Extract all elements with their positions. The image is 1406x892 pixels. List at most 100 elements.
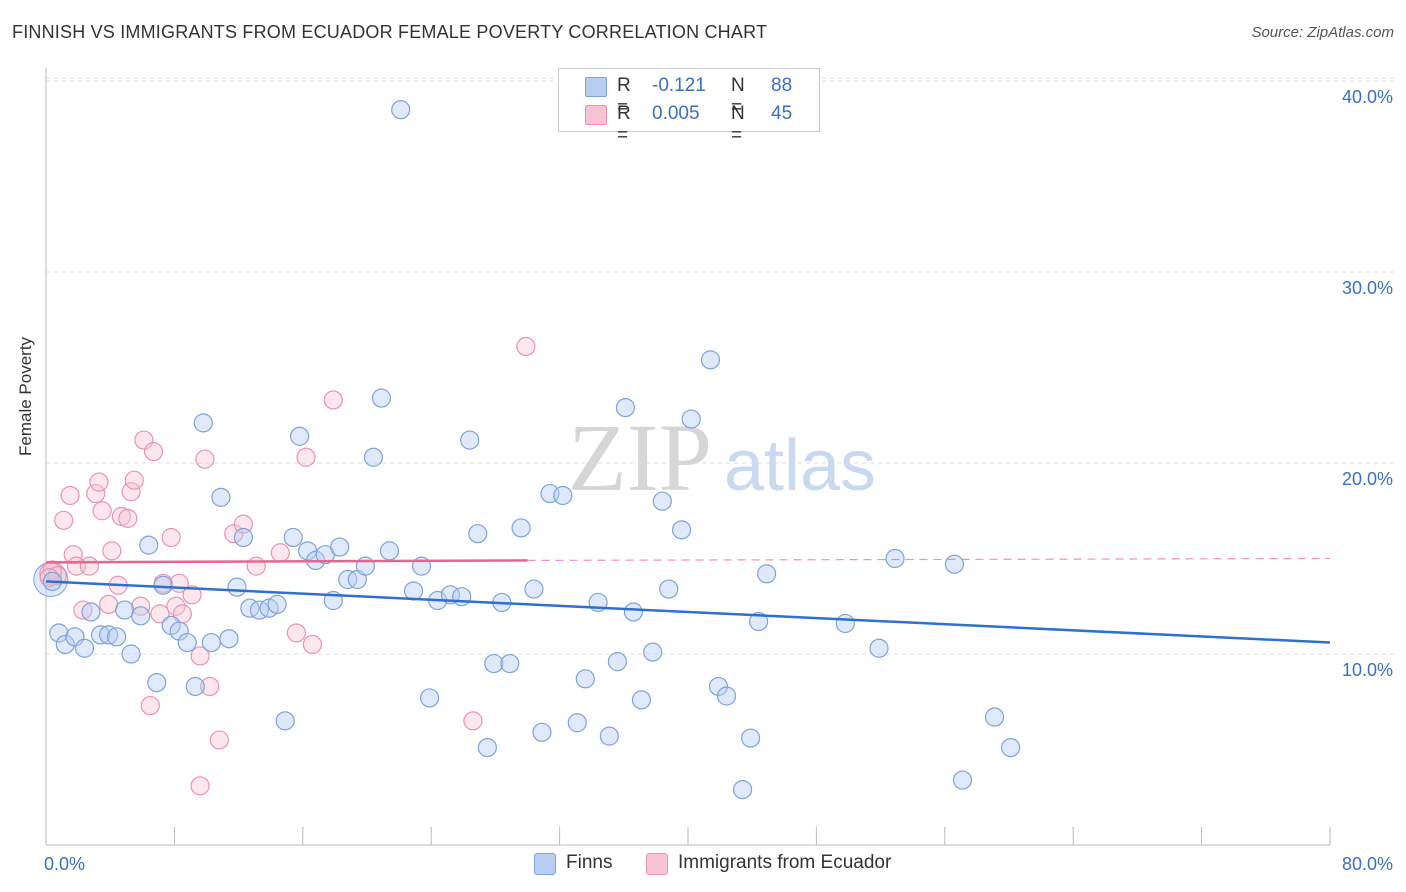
finns-point: [338, 569, 358, 590]
ecuador-point: [200, 676, 220, 697]
ecuador-point: [86, 483, 106, 504]
ecuador-point: [102, 541, 122, 561]
finns-point: [477, 737, 497, 758]
n-value: 88: [771, 75, 793, 96]
finns-point: [869, 638, 889, 658]
finns-point: [732, 780, 753, 800]
finns-point: [363, 447, 384, 467]
ecuador-point: [73, 600, 93, 620]
ecuador-point: [516, 336, 536, 357]
finns-point: [984, 707, 1005, 727]
finns-point: [631, 690, 652, 710]
finns-point: [575, 669, 595, 689]
n-label: N =: [731, 103, 745, 146]
finns-point: [599, 726, 619, 746]
finns-point: [139, 535, 159, 555]
finns-point: [201, 632, 221, 653]
finns-point: [147, 673, 167, 693]
finns-point: [623, 602, 644, 622]
finns-point: [55, 634, 75, 655]
finns-swatch: [534, 853, 556, 875]
finns-point: [330, 537, 350, 557]
x-tick-label: 80.0%: [1342, 854, 1393, 874]
finns-point: [460, 430, 480, 450]
finns-point: [98, 625, 119, 645]
finns-point: [249, 600, 270, 620]
chart-title: FINNISH VS IMMIGRANTS FROM ECUADOR FEMAL…: [12, 22, 768, 42]
ecuador-point: [166, 596, 186, 616]
finns-point: [131, 606, 151, 626]
finns-point: [403, 581, 424, 601]
ecuador-point: [182, 585, 202, 605]
r-value: -0.121: [652, 75, 706, 96]
finns-point: [524, 579, 544, 599]
watermark-zip: ZIP: [568, 404, 712, 511]
ecuador-point: [161, 527, 181, 548]
finns-point: [757, 564, 777, 584]
finns-point: [484, 653, 504, 674]
finns-point: [379, 541, 400, 561]
finns-swatch: [585, 77, 607, 97]
finns-point: [716, 686, 737, 706]
finns-point: [233, 527, 254, 548]
ecuador-swatch: [585, 105, 607, 125]
finns-point: [177, 632, 197, 653]
finns-point: [115, 600, 135, 620]
ecuador-point: [60, 485, 80, 506]
finns-point: [1001, 737, 1021, 758]
ecuador-point: [143, 441, 164, 462]
finns-point: [643, 642, 663, 662]
y-tick-label: 30.0%: [1342, 278, 1393, 298]
finns-point: [227, 577, 247, 597]
finns-point: [211, 487, 231, 507]
finns-point: [671, 520, 692, 540]
n-label: N =: [731, 75, 745, 118]
ecuador-point: [463, 711, 483, 731]
ecuador-point: [296, 447, 316, 467]
finns-point: [219, 629, 239, 649]
finns-point: [652, 491, 672, 511]
ecuador-point: [209, 730, 229, 750]
finns-point: [49, 623, 69, 643]
finns-point: [511, 518, 531, 538]
ecuador-trend-line: [45, 559, 528, 564]
ecuador-point: [121, 482, 141, 502]
finns-point: [607, 652, 627, 672]
ecuador-point: [190, 776, 210, 796]
ecuador-point: [286, 623, 306, 643]
r-label: R =: [617, 103, 631, 146]
ecuador-point: [195, 449, 215, 469]
finns-point: [885, 548, 905, 569]
ecuador-trend-extension: [527, 557, 1331, 562]
finns-point: [468, 524, 488, 544]
ecuador-point: [150, 604, 170, 624]
finns-point: [371, 388, 392, 408]
finns-point: [275, 711, 295, 731]
x-tick-label: 0.0%: [44, 854, 85, 874]
finns-point: [283, 527, 303, 548]
finns-point: [185, 676, 205, 697]
y-tick-label: 20.0%: [1342, 469, 1393, 489]
source-label: Source: ZipAtlas.com: [1251, 24, 1394, 41]
finns-point: [659, 579, 679, 599]
finns-point: [107, 627, 127, 647]
finns-point: [169, 621, 189, 641]
ecuador-legend-label: Immigrants from Ecuador: [678, 852, 892, 873]
finns-point: [153, 575, 173, 595]
finns-point: [240, 598, 260, 618]
ecuador-point: [92, 501, 112, 521]
finns-point: [615, 398, 636, 418]
finns-point: [74, 638, 95, 658]
finns-point: [567, 713, 587, 733]
y-tick-label: 40.0%: [1342, 87, 1393, 107]
finns-point: [553, 485, 573, 506]
ecuador-point: [140, 695, 160, 716]
finns-point: [952, 770, 973, 790]
finns-point: [749, 611, 769, 632]
finns-point: [121, 644, 141, 664]
ecuador-point: [302, 634, 323, 655]
ecuador-point: [124, 470, 144, 490]
finns-point: [289, 426, 310, 446]
finns-point: [391, 100, 411, 120]
